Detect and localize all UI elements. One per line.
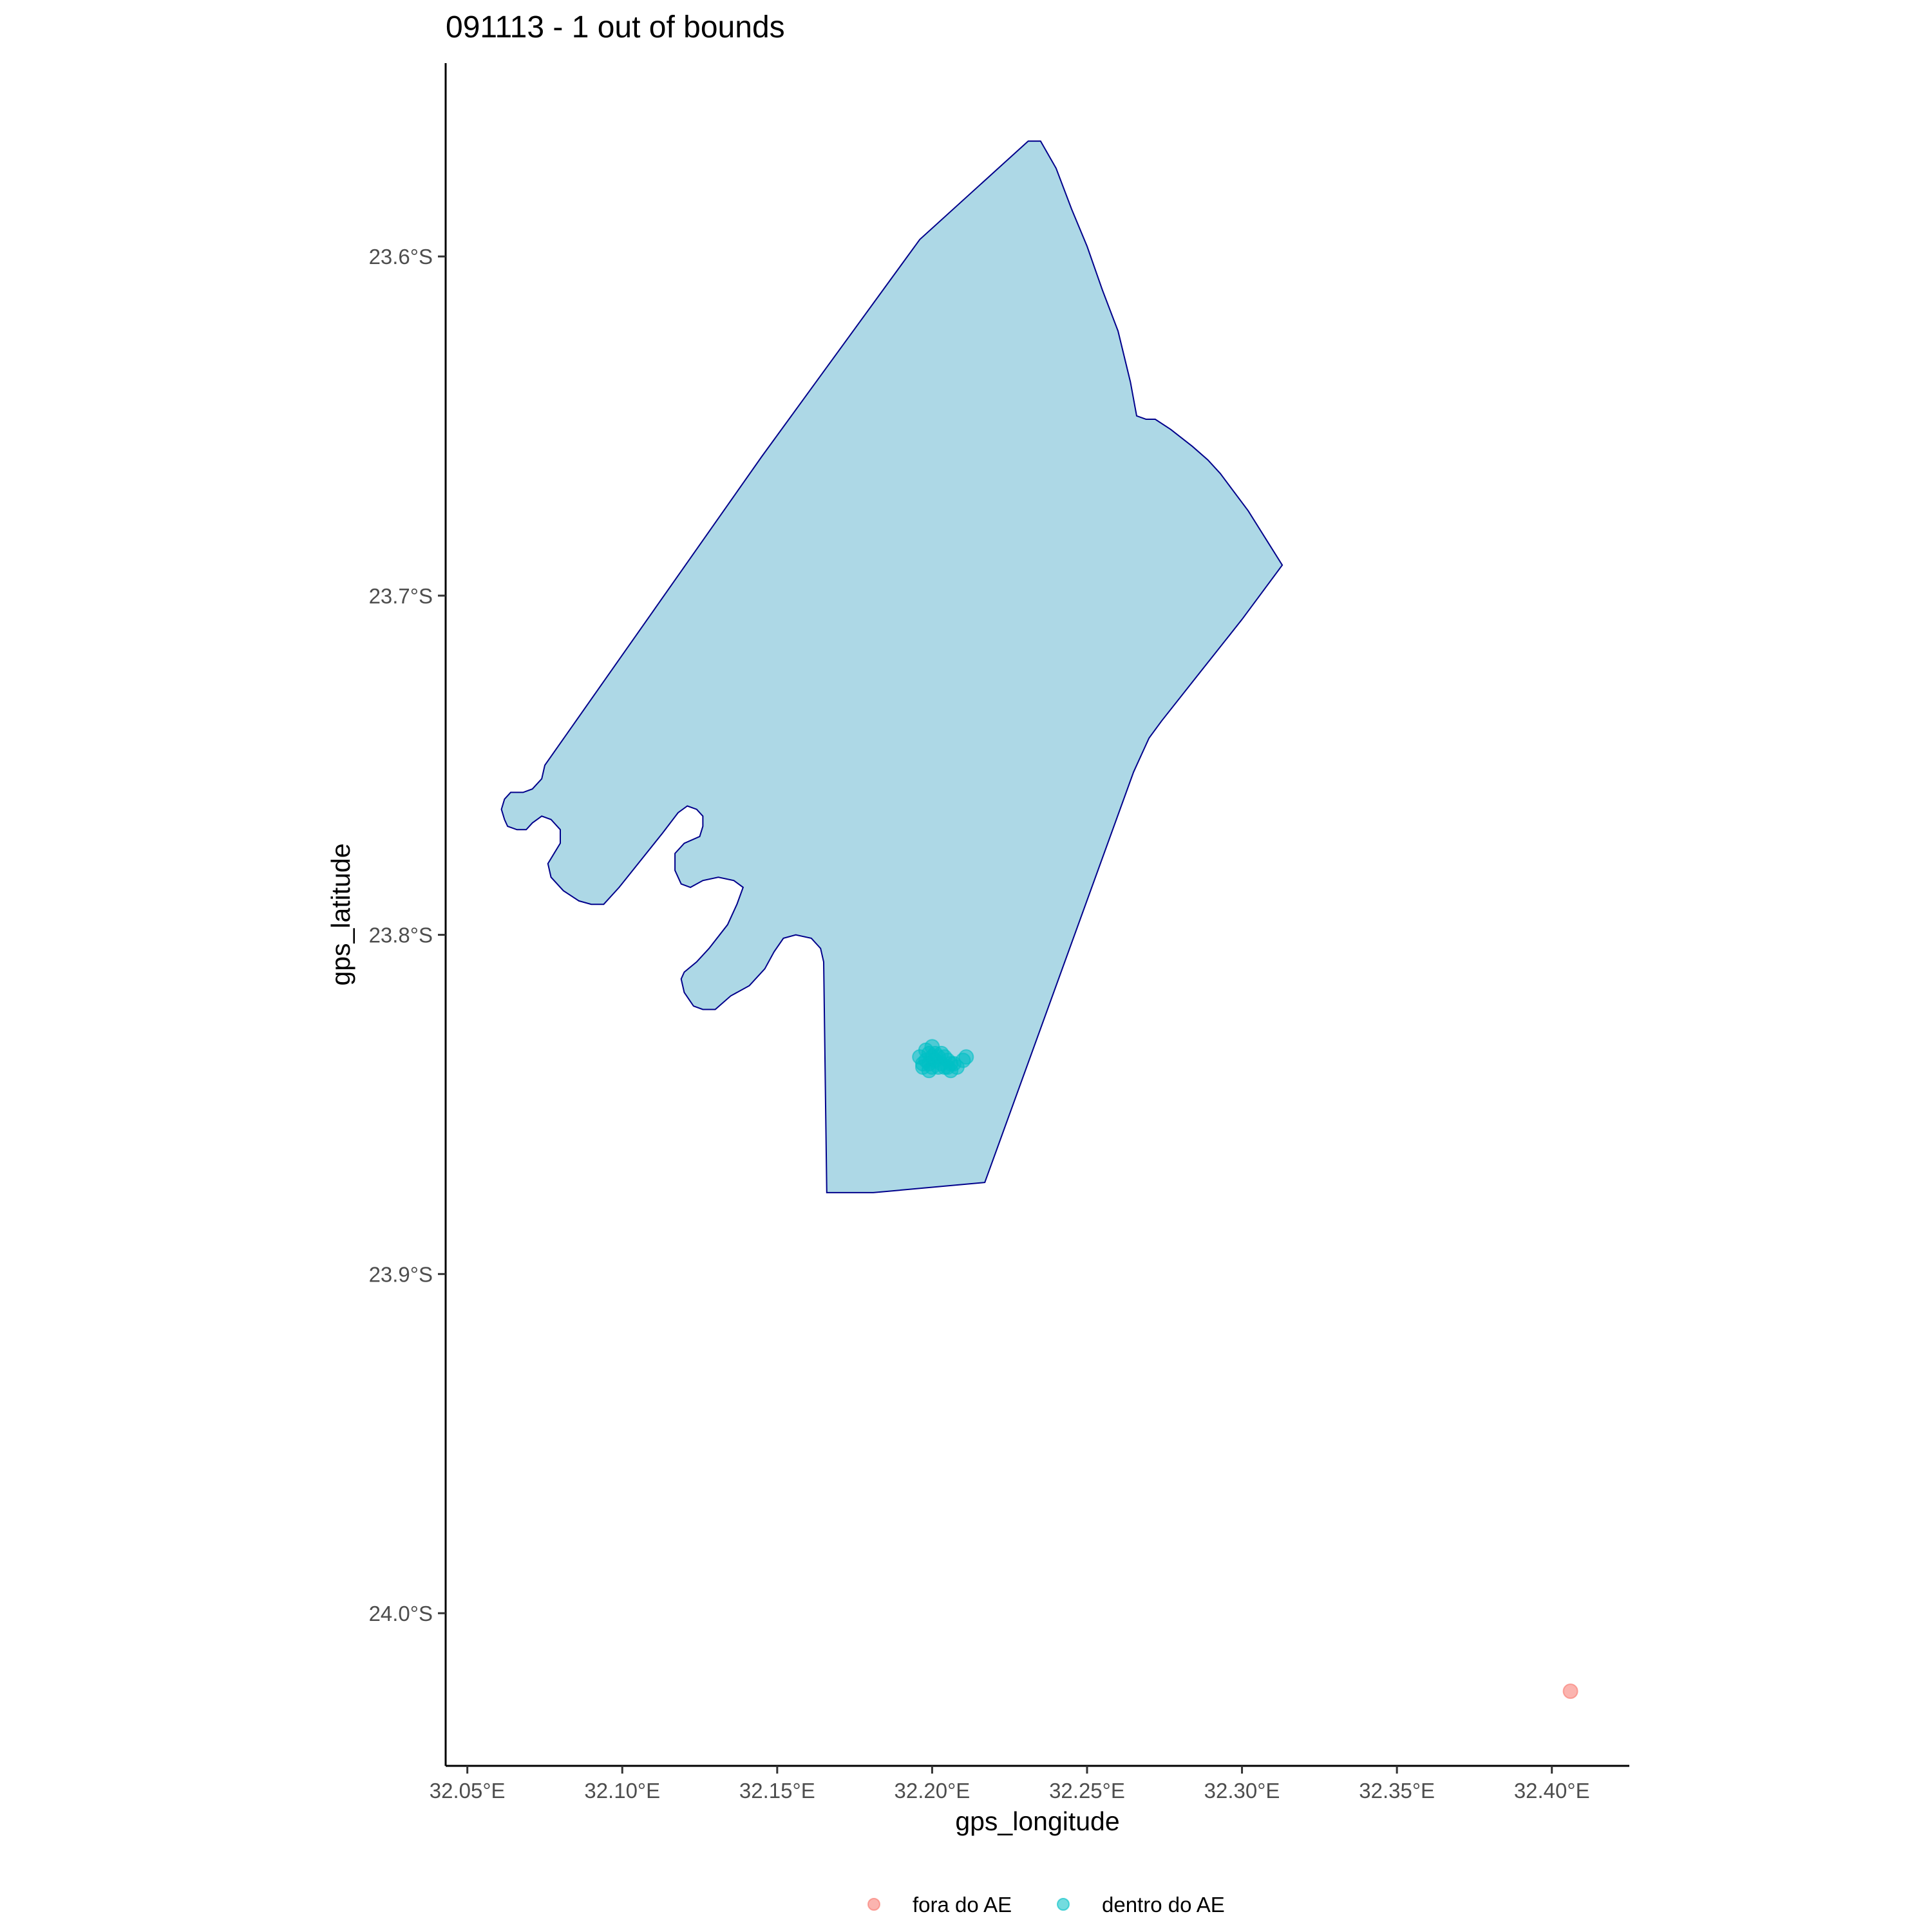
point-inside-24 (958, 1049, 974, 1065)
y-tick-label-3: 23.9°S (369, 1262, 433, 1286)
y-axis-title: gps_latitude (326, 843, 355, 985)
x-axis-ticks: 32.05°E 32.10°E 32.15°E 32.20°E 32.25°E 32.30… (430, 1766, 1590, 1803)
y-tick-label-4: 24.0°S (369, 1602, 433, 1625)
y-tick-label-0: 23.6°S (369, 245, 433, 269)
y-tick-label-1: 23.7°S (369, 584, 433, 608)
legend-item-fora-do-ae: fora do AE (867, 1893, 1012, 1917)
x-tick-label-5: 32.30°E (1204, 1779, 1280, 1803)
x-tick-label-1: 32.10°E (584, 1779, 660, 1803)
legend-key-dentro-do-ae (1057, 1898, 1070, 1911)
x-tick-label-2: 32.15°E (739, 1779, 815, 1803)
y-tick-label-2: 23.8°S (369, 923, 433, 947)
x-axis-title: gps_longitude (955, 1806, 1119, 1836)
plot-title: 091113 - 1 out of bounds (446, 10, 785, 44)
x-tick-label-6: 32.35°E (1359, 1779, 1435, 1803)
plot-area (500, 140, 1578, 1700)
legend-label-fora-do-ae: fora do AE (913, 1893, 1012, 1917)
legend: fora do AE dentro do AE (867, 1893, 1225, 1917)
y-axis-ticks: 23.6°S 23.7°S 23.8°S 23.9°S 24.0°S (369, 245, 446, 1625)
study-area-polygon (500, 140, 1283, 1193)
point-outside-0 (1562, 1683, 1578, 1700)
x-tick-label-0: 32.05°E (430, 1779, 506, 1803)
x-tick-label-3: 32.20°E (895, 1779, 971, 1803)
point-inside-26 (915, 1059, 931, 1075)
x-tick-label-7: 32.40°E (1514, 1779, 1590, 1803)
legend-key-fora-do-ae (867, 1898, 880, 1911)
legend-item-dentro-do-ae: dentro do AE (1057, 1893, 1225, 1917)
points-layer (912, 1039, 1578, 1700)
legend-label-dentro-do-ae: dentro do AE (1102, 1893, 1225, 1917)
x-tick-label-4: 32.25°E (1049, 1779, 1125, 1803)
